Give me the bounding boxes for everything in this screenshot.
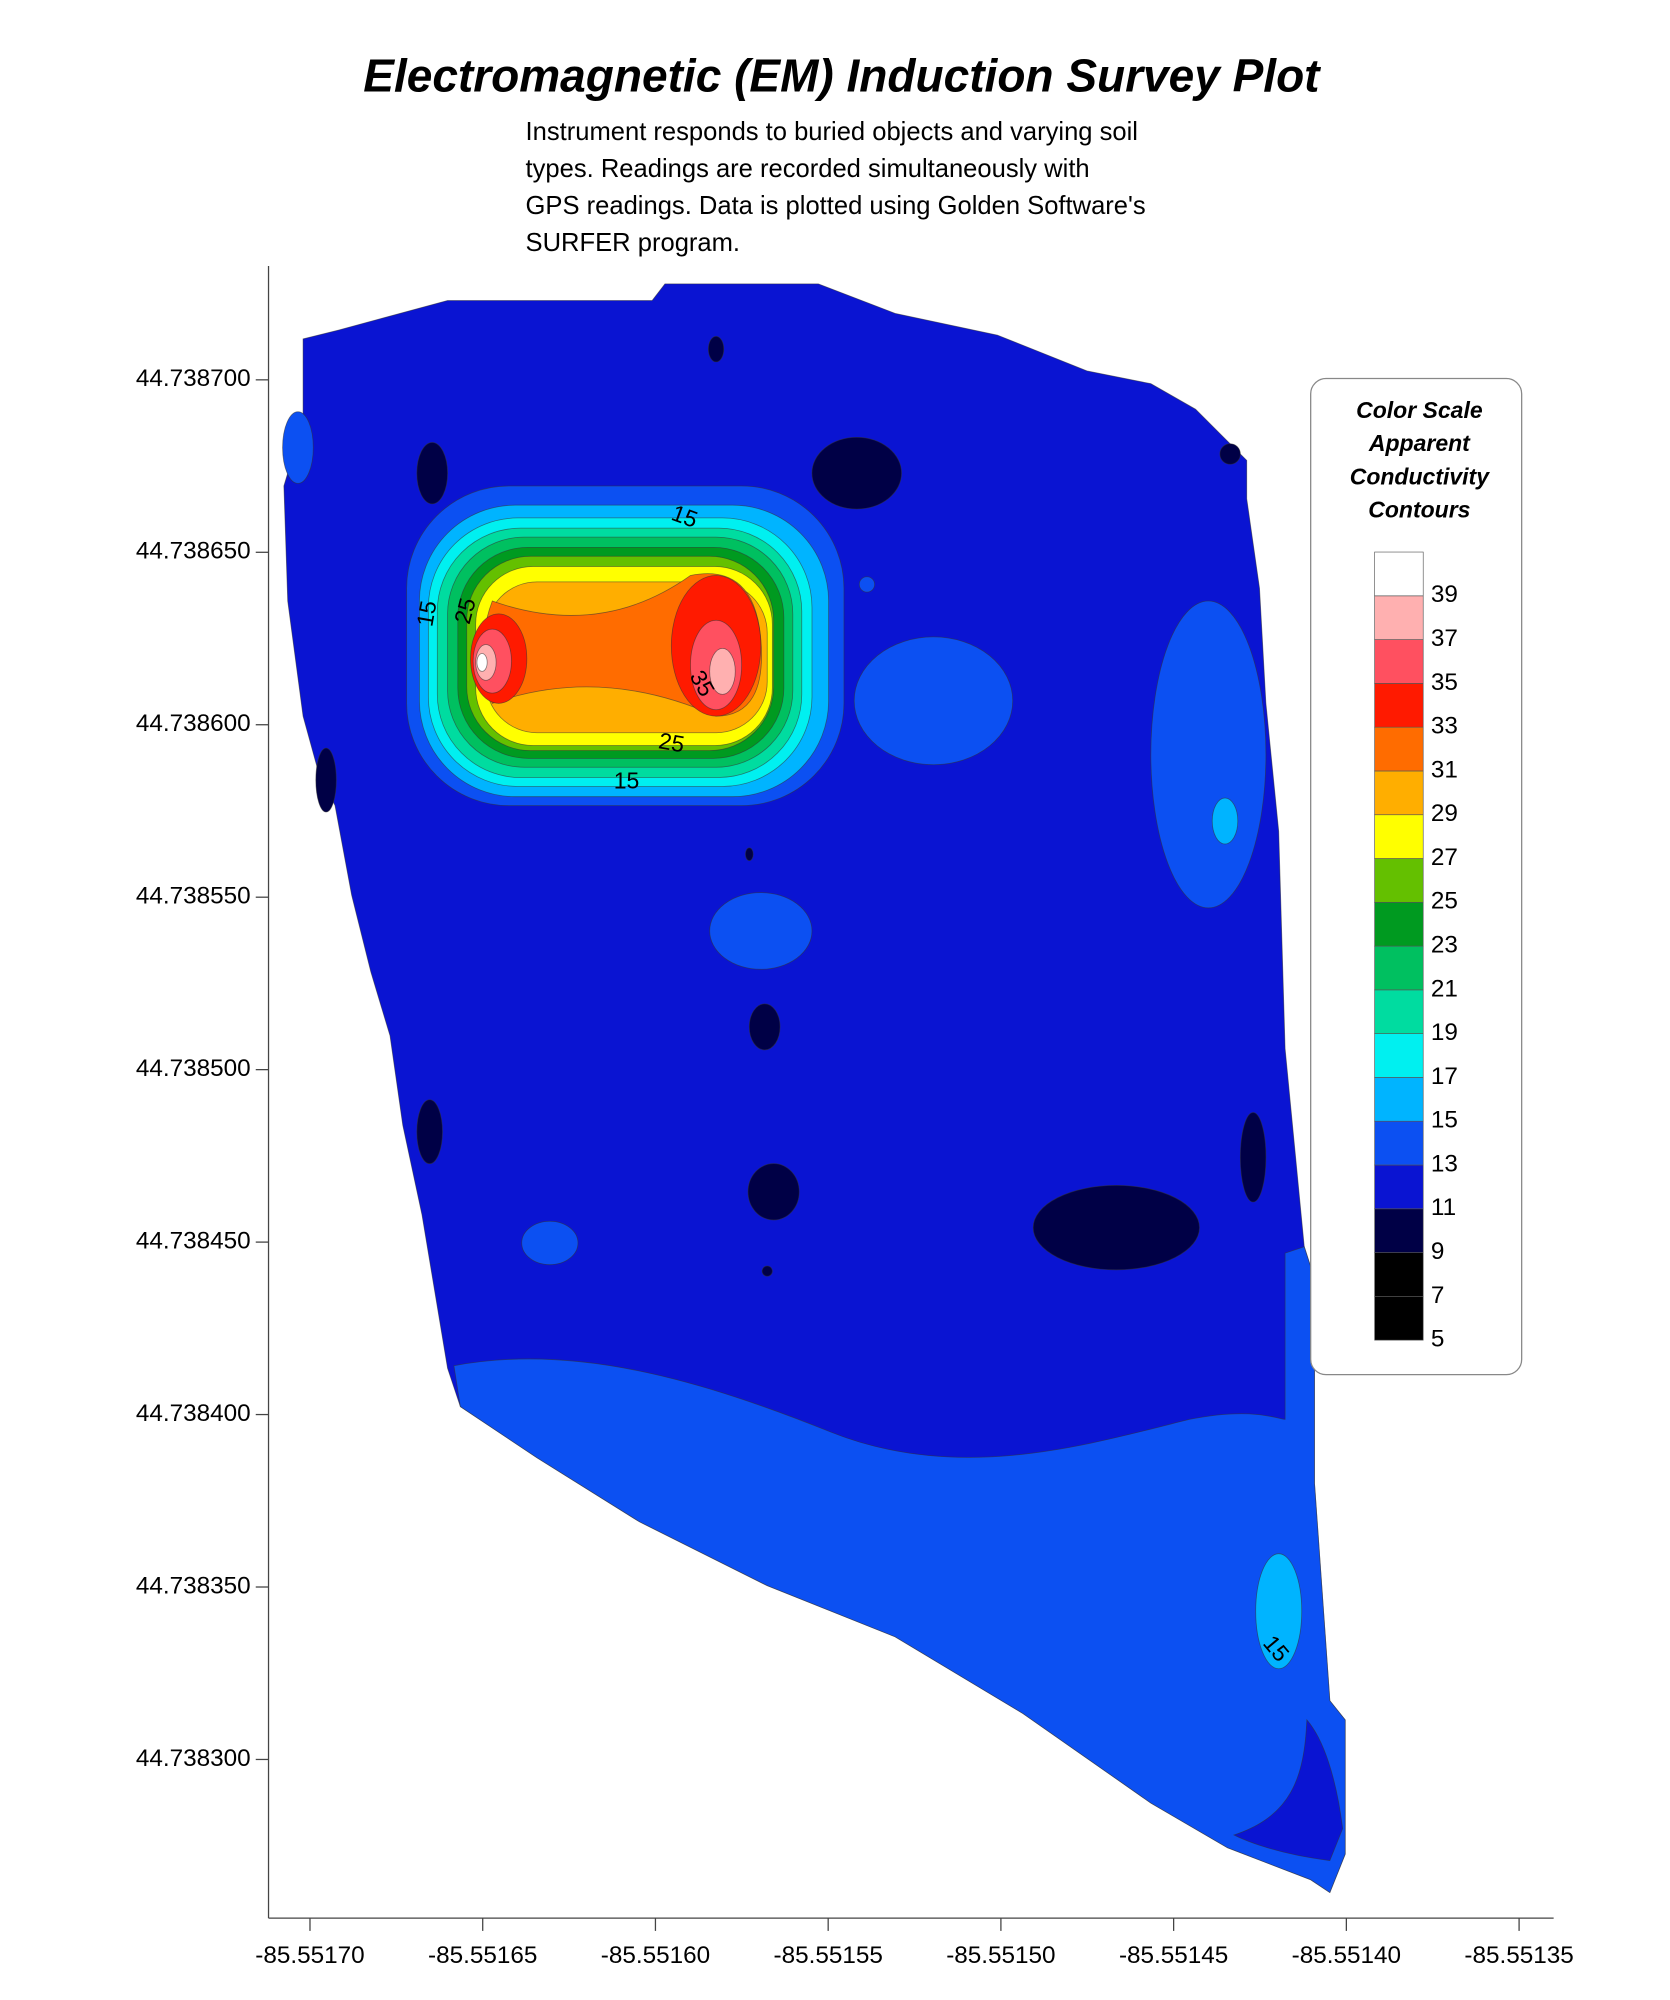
y-tick-label: 44.738600: [136, 710, 251, 737]
x-tick-label: -85.55145: [1119, 1942, 1228, 1969]
contour-label: 15: [614, 768, 640, 794]
contour-region: [453, 1246, 1346, 1894]
legend-swatch: [1374, 551, 1424, 597]
legend-swatch: [1374, 595, 1424, 640]
legend-label: 7: [1431, 1282, 1445, 1309]
legend-label: 19: [1431, 1019, 1458, 1046]
contour-region: [858, 576, 876, 593]
contour-region: [709, 647, 736, 695]
contour-region: [1219, 443, 1241, 465]
contour-region: [1032, 1185, 1200, 1271]
legend-swatch: [1374, 1120, 1424, 1166]
legend-label: 5: [1431, 1326, 1445, 1353]
legend-title: Conductivity: [1350, 463, 1490, 489]
contour-region: [708, 335, 725, 363]
legend-swatch: [1374, 945, 1424, 991]
legend-swatch: [1374, 1164, 1424, 1210]
legend-swatch: [1374, 1077, 1424, 1122]
legend-label: 17: [1431, 1063, 1458, 1090]
y-tick-label: 44.738400: [136, 1400, 251, 1427]
y-tick-label: 44.738350: [136, 1572, 251, 1599]
legend-swatch: [1374, 1252, 1424, 1297]
legend-label: 21: [1431, 975, 1458, 1002]
contour-region: [282, 411, 314, 484]
contour-region: [748, 1003, 781, 1051]
contour-region: [476, 653, 488, 672]
subtitle: GPS readings. Data is plotted using Gold…: [526, 192, 1146, 220]
y-tick-label: 44.738650: [136, 538, 251, 565]
contour-region: [315, 747, 337, 813]
legend-label: 35: [1431, 669, 1458, 696]
x-tick-label: -85.55160: [601, 1942, 710, 1969]
contour-region: [521, 1220, 579, 1266]
legend-swatch: [1374, 726, 1424, 772]
legend-label: 9: [1431, 1238, 1445, 1265]
legend-title: Color Scale: [1356, 397, 1483, 423]
legend-label: 23: [1431, 932, 1458, 959]
legend-swatch: [1374, 1208, 1424, 1253]
contour-region: [1239, 1112, 1267, 1203]
y-tick-label: 44.738550: [136, 883, 251, 910]
x-tick-label: -85.55135: [1464, 1942, 1573, 1969]
contour-region: [709, 892, 813, 970]
legend-swatch: [1374, 989, 1424, 1034]
y-tick-label: 44.738500: [136, 1055, 251, 1082]
legend-title: Apparent: [1368, 430, 1471, 456]
legend-label: 31: [1431, 756, 1458, 783]
legend-label: 37: [1431, 625, 1458, 652]
y-tick-label: 44.738450: [136, 1228, 251, 1255]
subtitle: types. Readings are recorded simultaneou…: [526, 155, 1090, 183]
legend-title: Contours: [1368, 497, 1470, 523]
legend-swatch: [1374, 639, 1424, 684]
subtitle: Instrument responds to buried objects an…: [526, 118, 1138, 146]
legend-label: 13: [1431, 1150, 1458, 1177]
x-tick-label: -85.55140: [1292, 1942, 1401, 1969]
legend-swatch: [1374, 1033, 1424, 1078]
x-tick-label: -85.55150: [946, 1942, 1055, 1969]
legend-swatch: [1374, 814, 1424, 859]
contour-region: [745, 847, 754, 862]
x-tick-label: -85.55155: [773, 1942, 882, 1969]
legend-swatch: [1374, 858, 1424, 903]
x-tick-label: -85.55165: [428, 1942, 537, 1969]
legend-swatch: [1374, 1296, 1424, 1341]
contour-region: [1211, 797, 1239, 845]
contour-region: [1232, 1718, 1344, 1861]
contour-region: [416, 1099, 443, 1165]
legend-swatch: [1374, 683, 1424, 728]
contour-label: 25: [657, 727, 687, 757]
legend-label: 39: [1431, 581, 1458, 608]
y-tick-label: 44.738700: [136, 365, 251, 392]
subtitle: SURFER program.: [526, 229, 741, 257]
legend-label: 11: [1431, 1194, 1456, 1221]
legend-label: 33: [1431, 713, 1458, 740]
legend-label: 27: [1431, 844, 1458, 871]
contour-region: [416, 442, 448, 505]
y-tick-label: 44.738300: [136, 1745, 251, 1772]
contour-region: [1150, 600, 1267, 909]
legend-label: 15: [1431, 1107, 1458, 1134]
legend-label: 25: [1431, 888, 1458, 915]
contour-region: [747, 1163, 800, 1221]
legend-swatch: [1374, 901, 1424, 947]
chart-title: Electromagnetic (EM) Induction Survey Pl…: [363, 49, 1321, 101]
legend-label: 29: [1431, 800, 1458, 827]
contour-region: [761, 1265, 773, 1277]
contour-region: [1255, 1553, 1303, 1670]
contour-label: 15: [411, 599, 441, 629]
x-tick-label: -85.55170: [255, 1942, 364, 1969]
legend-swatch: [1374, 770, 1424, 816]
contour-region: [811, 436, 902, 510]
contour-label: 25: [449, 595, 481, 626]
contour-region: [853, 636, 1014, 766]
